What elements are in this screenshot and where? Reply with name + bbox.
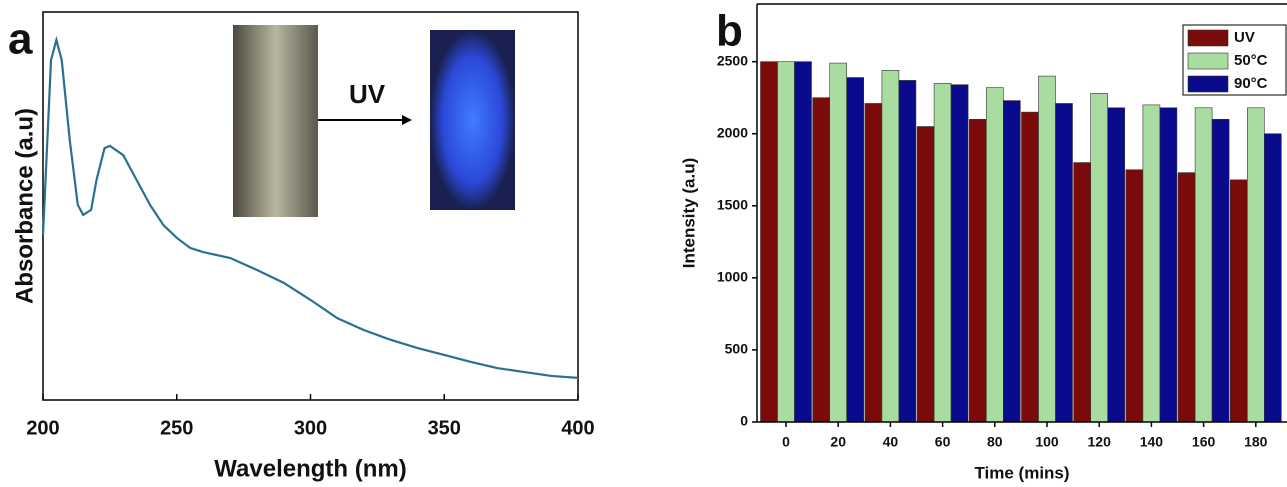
photo-after: [430, 30, 515, 210]
x-tick-label: 350: [428, 417, 461, 439]
bar: [881, 70, 900, 423]
y-tick-label: 2500: [717, 52, 748, 68]
x-tick-label: 200: [26, 417, 59, 439]
absorbance-line: [41, 35, 579, 379]
bar: [985, 87, 1004, 423]
bar: [1090, 93, 1108, 423]
x-tick-label: 400: [561, 417, 594, 439]
bar: [968, 119, 987, 423]
bar: [1264, 133, 1282, 423]
bar: [1021, 111, 1039, 423]
legend-label: UV: [1234, 29, 1255, 46]
bar: [1107, 107, 1125, 423]
x-tick-label: 20: [830, 434, 846, 450]
y-tick-label: 1000: [717, 269, 748, 285]
x-tick-label: 60: [935, 434, 951, 450]
photo-before: [233, 25, 318, 217]
arrow-head: [402, 115, 412, 125]
x-tick-label: 80: [987, 434, 1003, 450]
y-tick-label: 0: [740, 413, 748, 429]
bar: [950, 84, 969, 423]
bar: [760, 61, 778, 423]
x-tick-label: 300: [294, 417, 327, 439]
bar: [1177, 172, 1196, 423]
y-tick-label: 500: [725, 341, 749, 357]
bar: [1142, 104, 1161, 423]
legend-label: 90°C: [1234, 75, 1268, 92]
bar: [1002, 100, 1021, 423]
x-tick-label: 140: [1140, 434, 1164, 450]
x-tick-label: 180: [1244, 434, 1268, 450]
bar: [829, 62, 848, 423]
x-tick-label: 0: [782, 434, 790, 450]
bar: [1247, 107, 1265, 423]
bar: [1211, 119, 1230, 423]
bar: [1038, 75, 1056, 423]
bar: [1159, 107, 1178, 423]
x-axis-label: Time (mins): [974, 463, 1069, 482]
panel-label: b: [716, 7, 743, 56]
y-axis-label: Absorbance (a.u): [11, 108, 38, 304]
y-tick-label: 1500: [717, 196, 748, 212]
bar: [933, 82, 952, 423]
legend-swatch: [1187, 29, 1229, 47]
x-tick-label: 120: [1088, 434, 1112, 450]
y-tick-label: 2000: [717, 124, 748, 140]
legend-swatch: [1187, 75, 1229, 93]
bar: [898, 80, 917, 423]
x-tick-label: 160: [1192, 434, 1216, 450]
bar: [1055, 103, 1073, 423]
bar: [846, 77, 865, 423]
x-axis-label: Wavelength (nm): [214, 455, 406, 482]
x-tick-label: 40: [883, 434, 899, 450]
bar: [794, 61, 812, 423]
bar: [777, 61, 795, 423]
legend-label: 50°C: [1234, 52, 1268, 69]
panel-label: a: [8, 15, 33, 64]
bar: [1194, 107, 1213, 423]
x-tick-label: 250: [160, 417, 193, 439]
bar: [1073, 162, 1091, 423]
bar: [1125, 169, 1144, 423]
x-tick-label: 100: [1035, 434, 1059, 450]
annotation: UV: [349, 79, 386, 109]
bar: [1230, 179, 1248, 423]
bar: [864, 103, 883, 423]
bar: [916, 126, 935, 423]
legend-swatch: [1187, 52, 1229, 70]
bar: [812, 97, 831, 423]
y-axis-label: Intensity (a.u): [679, 158, 698, 269]
